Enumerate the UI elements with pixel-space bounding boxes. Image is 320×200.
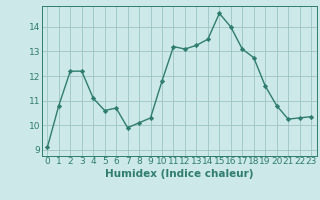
X-axis label: Humidex (Indice chaleur): Humidex (Indice chaleur)	[105, 169, 253, 179]
